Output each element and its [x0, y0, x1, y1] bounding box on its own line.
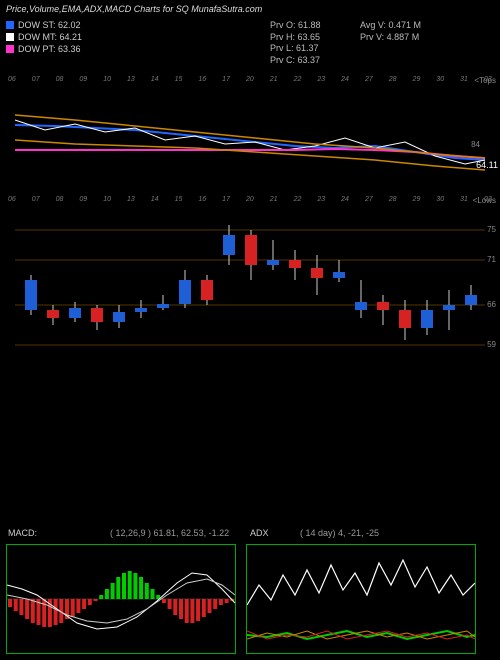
adx-params: ( 14 day) 4, -21, -25 — [300, 528, 379, 538]
cy2: 66 — [487, 300, 496, 309]
legend-item: DOW ST: 62.02 — [6, 20, 82, 30]
date-axis-mid: 0607080910131415161720212223242728293031… — [0, 196, 500, 208]
macd-params: ( 12,26,9 ) 61.81, 62.53, -1.22 — [110, 528, 229, 538]
ema-price-tag: 64.11 — [476, 160, 498, 170]
tops-label: <Tops — [474, 76, 496, 85]
cy1: 71 — [487, 255, 496, 264]
lows-label: <Lows — [473, 196, 496, 205]
ema-chart — [0, 90, 500, 190]
candlestick-chart — [0, 210, 500, 370]
chart-title: Price,Volume,EMA,ADX,MACD Charts for SQ … — [6, 4, 262, 14]
ohlc-block: Prv O: 61.88Prv H: 63.65Prv L: 61.37Prv … — [270, 20, 321, 67]
legend-item: DOW MT: 64.21 — [6, 32, 82, 42]
macd-chart — [6, 544, 236, 654]
legend-block: DOW ST: 62.02 DOW MT: 64.21 DOW PT: 63.36 — [6, 20, 82, 56]
cy0: 75 — [487, 225, 496, 234]
date-axis-top: 0607080910131415161720212223242728293031… — [0, 76, 500, 88]
ema-y-84: 84 — [471, 140, 480, 149]
cy3: 59 — [487, 340, 496, 349]
adx-label: ADX — [250, 528, 269, 538]
legend-item: DOW PT: 63.36 — [6, 44, 82, 54]
macd-label: MACD: — [8, 528, 37, 538]
volume-block: Avg V: 0.471 MPrv V: 4.887 M — [360, 20, 421, 43]
adx-chart — [246, 544, 476, 654]
